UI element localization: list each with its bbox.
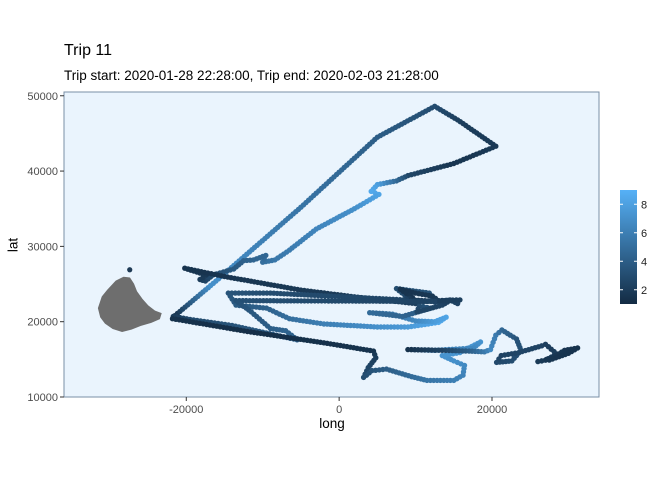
legend-tick-label: 8: [641, 199, 647, 211]
chart-title: Trip 11: [64, 42, 113, 59]
y-tick-label: 20000: [27, 317, 58, 329]
y-tick-label: 30000: [27, 241, 58, 253]
y-tick-label: 50000: [27, 91, 58, 103]
x-tick-label: -20000: [169, 404, 203, 416]
x-tick-label: 20000: [477, 404, 508, 416]
legend-tick-label: 6: [641, 228, 647, 240]
island-land: [97, 276, 162, 333]
legend-tick-label: 4: [641, 256, 647, 268]
plot-panel-border: [63, 91, 600, 398]
islet-point: [127, 267, 133, 273]
y-tick-label: 10000: [27, 392, 58, 404]
y-tick-label: 40000: [27, 166, 58, 178]
legend-colorbar: [620, 190, 637, 304]
track-point: [543, 356, 550, 362]
track-points: [169, 103, 581, 384]
x-axis-label: long: [319, 416, 345, 431]
legend-tick-label: 2: [641, 285, 647, 297]
chart-subtitle: Trip start: 2020-01-28 22:28:00, Trip en…: [64, 68, 439, 83]
x-tick-label: 0: [336, 404, 342, 416]
